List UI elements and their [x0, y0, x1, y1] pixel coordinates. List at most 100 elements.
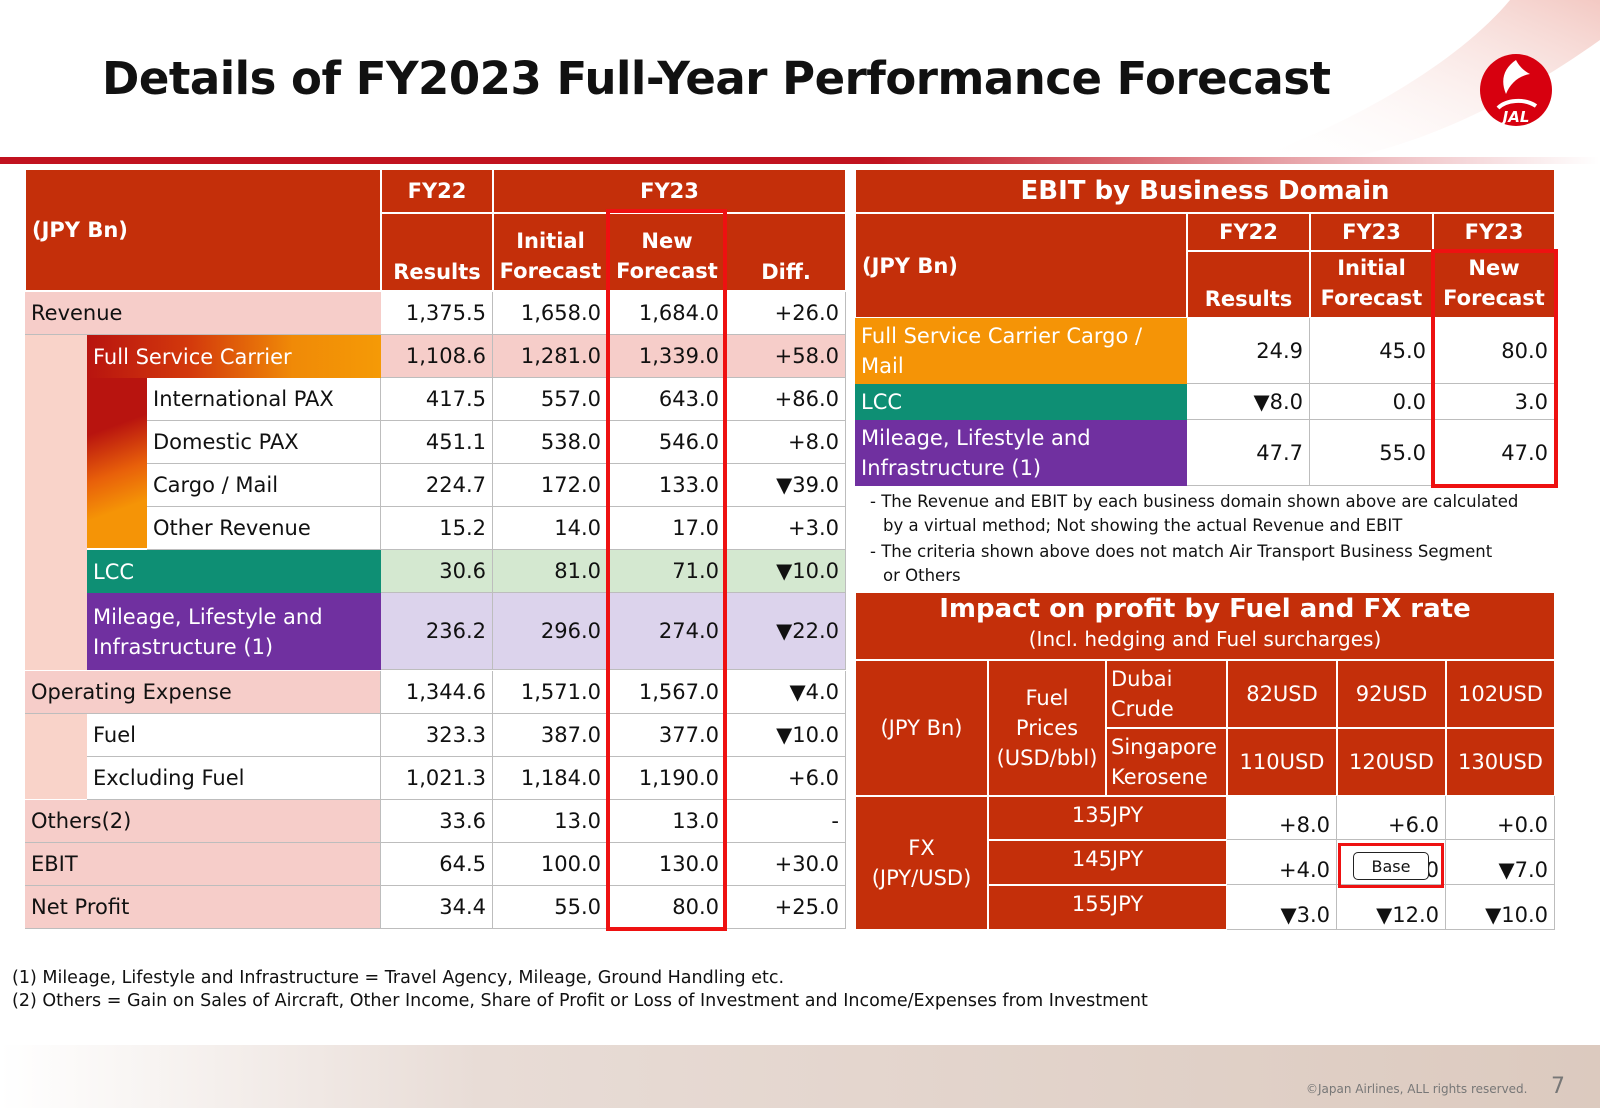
impact-subtitle: (Incl. hedging and Fuel surcharges) [1028, 627, 1382, 651]
header-fy23: FY23 [493, 169, 846, 213]
cell-diff: +30.0 [726, 843, 846, 886]
cell-new: 1,567.0 [608, 671, 726, 714]
unit-label: (JPY Bn) [25, 169, 381, 291]
cell-initial: 1,184.0 [493, 757, 608, 800]
cell-results: 417.5 [381, 378, 493, 421]
page-number: 7 [1551, 1074, 1565, 1099]
row-label-lcc: LCC [87, 550, 381, 593]
footnote-1: (1) Mileage, Lifestyle and Infrastructur… [12, 968, 785, 988]
cell-new: 546.0 [608, 421, 726, 464]
ebit-note-4: or Others [883, 566, 961, 585]
ebit-header-initial-forecast: Initial Forecast [1310, 251, 1433, 318]
dubai-crude-label: Dubai Crude [1106, 660, 1227, 728]
cell-results: 224.7 [381, 464, 493, 507]
row-label-other-revenue: Other Revenue [147, 507, 381, 550]
cell-new: 13.0 [608, 800, 726, 843]
kerosene-price-1: 110USD [1227, 728, 1337, 796]
row-label-operating-expense: Operating Expense [25, 671, 381, 714]
impact-cell: +0.0 [1446, 796, 1555, 840]
fx-rate-135: 135JPY [988, 796, 1227, 840]
fx-rate-155: 155JPY [988, 885, 1227, 930]
ebit-note-2: by a virtual method; Not showing the act… [883, 516, 1403, 535]
impact-cell: +6.0 [1337, 796, 1446, 840]
row-label-revenue: Revenue [25, 292, 381, 335]
ebit-cell-results: 47.7 [1187, 420, 1310, 486]
fuel-prices-label: Fuel Prices (USD/bbl) [988, 660, 1106, 796]
ebit-new-forecast-highlight [1431, 249, 1558, 488]
header-new-forecast: New Forecast [608, 213, 726, 291]
cell-new: 1,339.0 [608, 335, 726, 378]
cell-new: 133.0 [608, 464, 726, 507]
impact-title-bar [855, 592, 1555, 660]
cell-diff: ▼4.0 [726, 671, 846, 714]
ebit-header-fy23-new: FY23 [1433, 213, 1555, 251]
cell-initial: 81.0 [493, 550, 608, 593]
ebit-header-results: Results [1187, 251, 1310, 318]
cell-results: 1,021.3 [381, 757, 493, 800]
cell-results: 15.2 [381, 507, 493, 550]
row-label-fuel: Fuel [87, 714, 381, 757]
jal-logo: JAL [1480, 54, 1552, 126]
header-swoosh-decoration [1250, 0, 1600, 160]
row-label-intl-pax: International PAX [147, 378, 381, 421]
header-divider [0, 157, 1600, 164]
dubai-price-1: 82USD [1227, 660, 1337, 728]
header-results: Results [381, 213, 493, 291]
cell-results: 64.5 [381, 843, 493, 886]
ebit-header-fy22: FY22 [1187, 213, 1310, 251]
cell-diff: +86.0 [726, 378, 846, 421]
ebit-note-1: - The Revenue and EBIT by each business … [870, 492, 1519, 511]
ebit-title: EBIT by Business Domain [855, 169, 1555, 213]
cell-results: 1,375.5 [381, 292, 493, 335]
cell-initial: 100.0 [493, 843, 608, 886]
cell-initial: 1,658.0 [493, 292, 608, 335]
impact-cell: ▼10.0 [1446, 885, 1555, 930]
row-label-mileage: Mileage, Lifestyle and Infrastructure (1… [87, 593, 381, 670]
ebit-note-3: - The criteria shown above does not matc… [870, 542, 1493, 561]
cell-diff: ▼10.0 [726, 550, 846, 593]
revenue-indent-bg [25, 292, 87, 670]
page-title: Details of FY2023 Full-Year Performance … [102, 52, 1331, 105]
cell-results: 33.6 [381, 800, 493, 843]
cell-diff: +6.0 [726, 757, 846, 800]
row-label-cargo-mail: Cargo / Mail [147, 464, 381, 507]
dubai-price-3: 102USD [1446, 660, 1555, 728]
ebit-header-fy23-initial: FY23 [1310, 213, 1433, 251]
cell-new: 274.0 [608, 593, 726, 670]
cell-initial: 557.0 [493, 378, 608, 421]
cell-diff: +3.0 [726, 507, 846, 550]
footer-bar [0, 1045, 1600, 1108]
cell-new: 1,190.0 [608, 757, 726, 800]
impact-cell: ▼3.0 [1227, 885, 1337, 930]
fx-label: FX (JPY/USD) [855, 796, 988, 930]
footnote-2: (2) Others = Gain on Sales of Aircraft, … [12, 991, 1148, 1011]
impact-unit-label: (JPY Bn) [855, 660, 988, 796]
cell-diff: +25.0 [726, 886, 846, 929]
base-label: Base [1353, 852, 1429, 880]
base-case-highlight [1338, 843, 1444, 888]
ebit-row-label-mileage: Mileage, Lifestyle and Infrastructure (1… [855, 420, 1187, 486]
ebit-header-new-forecast: New Forecast [1433, 251, 1555, 318]
cell-results: 1,344.6 [381, 671, 493, 714]
fsc-sub-indent [87, 378, 147, 548]
cell-results: 34.4 [381, 886, 493, 929]
ebit-row-label-lcc: LCC [855, 384, 1187, 420]
row-label-others: Others(2) [25, 800, 381, 843]
row-label-net-profit: Net Profit [25, 886, 381, 929]
cell-diff: +8.0 [726, 421, 846, 464]
cell-results: 1,108.6 [381, 335, 493, 378]
row-label-ebit: EBIT [25, 843, 381, 886]
logo-text: JAL [1500, 108, 1530, 126]
cell-results: 30.6 [381, 550, 493, 593]
singapore-kerosene-label: Singapore Kerosene [1106, 728, 1227, 796]
row-label-excluding-fuel: Excluding Fuel [87, 757, 381, 800]
ebit-row-label-fsc: Full Service Carrier Cargo / Mail [855, 318, 1187, 384]
header-diff: Diff. [726, 213, 846, 291]
cell-initial: 1,571.0 [493, 671, 608, 714]
ebit-cell-new: 80.0 [1433, 318, 1555, 384]
copyright: ©Japan Airlines, ALL rights reserved. [1306, 1082, 1528, 1096]
impact-cell: ▼7.0 [1446, 840, 1555, 885]
cell-results: 323.3 [381, 714, 493, 757]
cell-initial: 538.0 [493, 421, 608, 464]
cell-diff: ▼22.0 [726, 593, 846, 670]
